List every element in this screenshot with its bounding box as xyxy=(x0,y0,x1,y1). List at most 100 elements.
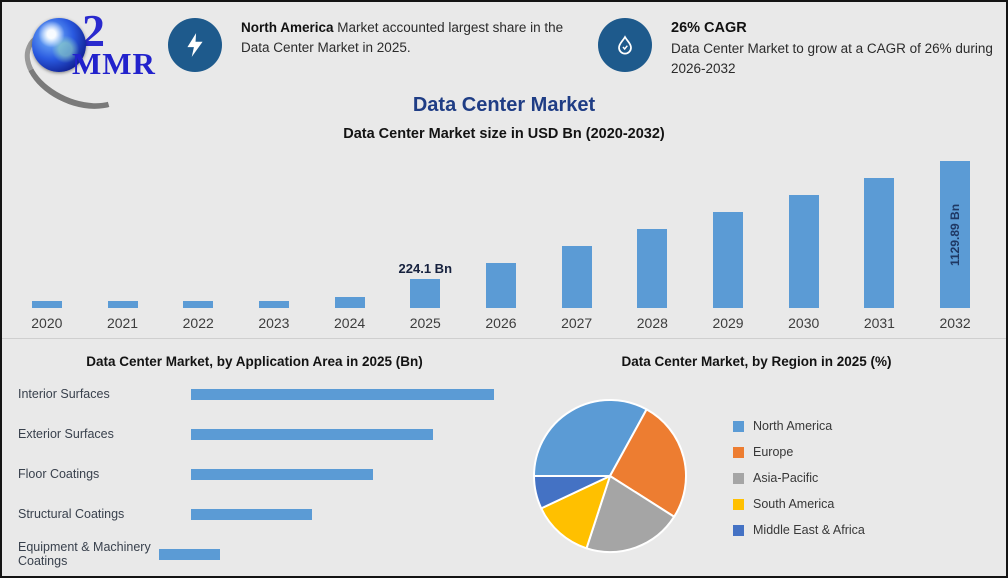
application-bar xyxy=(191,428,433,440)
bar-2021 xyxy=(107,301,138,308)
pie-slice-middle-east-africa xyxy=(533,475,611,510)
legend-swatch xyxy=(733,524,744,536)
year-label-2030: 2030 xyxy=(788,315,820,331)
bar-2029 xyxy=(713,212,744,308)
bar-2031 xyxy=(864,178,895,308)
bar-column-2022: 2022 xyxy=(160,152,236,332)
application-row: Interior Surfaces xyxy=(18,374,510,414)
legend-item-europe: Europe xyxy=(733,439,865,465)
cagr-body: Data Center Market to grow at a CAGR of … xyxy=(671,41,993,76)
year-label-2027: 2027 xyxy=(561,315,593,331)
bar-2023 xyxy=(258,301,289,308)
chart-subtitle: Data Center Market size in USD Bn (2020-… xyxy=(343,126,665,142)
bar-2025 xyxy=(410,279,441,308)
legend-swatch xyxy=(733,498,744,510)
application-label: Floor Coatings xyxy=(18,467,100,481)
bar-column-2021: 2021 xyxy=(85,152,161,332)
application-bar xyxy=(191,508,312,520)
application-bar xyxy=(191,388,494,400)
bar-2032: 1129.89 Bn xyxy=(940,161,971,308)
bar-column-2030: 2030 xyxy=(766,152,842,332)
application-label: Interior Surfaces xyxy=(18,387,110,401)
application-row: Equipment & Machinery Coatings xyxy=(18,534,510,574)
legend-item-north-america: North America xyxy=(733,413,865,439)
bar-column-2023: 2023 xyxy=(236,152,312,332)
bar-2020 xyxy=(31,301,62,308)
highlight-cagr-text: 26% CAGR Data Center Market to grow at a… xyxy=(671,14,998,79)
year-label-2032: 2032 xyxy=(939,315,971,331)
bar-column-2024: 2024 xyxy=(312,152,388,332)
flame-growth-icon xyxy=(598,18,652,72)
application-label: Equipment & Machinery Coatings xyxy=(18,540,151,568)
legend-swatch xyxy=(733,420,744,432)
highlight-rest: Market accounted largest share in the Da… xyxy=(241,20,564,55)
legend-swatch xyxy=(733,446,744,458)
highlight-north-america-text: North America Market accounted largest s… xyxy=(241,14,568,58)
region-pie-chart xyxy=(528,394,692,558)
legend-label: North America xyxy=(753,419,833,433)
pie-slice-north-america xyxy=(533,399,648,477)
highlight-cagr: 26% CAGR Data Center Market to grow at a… xyxy=(598,14,998,79)
annual-bar-chart: 2020 2021 2022 2023 2024 224.1 Bn 2025 2026 2027… xyxy=(9,152,993,332)
pie-slice-south-america xyxy=(540,475,611,550)
legend-item-asia-pacific: Asia-Pacific xyxy=(733,465,865,491)
year-label-2025: 2025 xyxy=(409,315,441,331)
application-bar xyxy=(159,548,220,560)
pie-slice-asia-pacific xyxy=(585,475,676,553)
year-label-2026: 2026 xyxy=(485,315,517,331)
bar-column-2025: 224.1 Bn 2025 xyxy=(387,152,463,332)
section-divider xyxy=(2,338,1006,339)
highlight-north-america: North America Market accounted largest s… xyxy=(168,14,568,72)
bar-column-2032: 1129.89 Bn 2032 xyxy=(917,152,993,332)
legend-swatch xyxy=(733,472,744,484)
year-label-2023: 2023 xyxy=(258,315,290,331)
lightning-bolt-icon xyxy=(168,18,222,72)
highlight-bold: North America xyxy=(241,20,334,35)
application-bar xyxy=(191,468,373,480)
data-label-2025: 224.1 Bn xyxy=(398,261,453,276)
pie-slice-europe xyxy=(609,408,687,518)
region-chart-title: Data Center Market, by Region in 2025 (%… xyxy=(621,354,892,369)
logo-text: MMR xyxy=(72,46,156,81)
application-row: Floor Coatings xyxy=(18,454,510,494)
mmr-logo: 2 MMR xyxy=(11,5,176,125)
bar-column-2027: 2027 xyxy=(539,152,615,332)
data-label-2032: 1129.89 Bn xyxy=(948,203,963,266)
year-label-2031: 2031 xyxy=(863,315,895,331)
bar-column-2028: 2028 xyxy=(615,152,691,332)
globe-icon xyxy=(32,18,86,72)
legend-label: Middle East & Africa xyxy=(753,523,865,537)
application-label: Exterior Surfaces xyxy=(18,427,114,441)
page-title: Data Center Market xyxy=(412,94,596,116)
bar-2024 xyxy=(334,297,365,308)
legend-label: Europe xyxy=(753,445,794,459)
bar-2028 xyxy=(637,229,668,308)
bar-column-2026: 2026 xyxy=(463,152,539,332)
bar-column-2020: 2020 xyxy=(9,152,85,332)
application-row: Structural Coatings xyxy=(18,494,510,534)
year-label-2024: 2024 xyxy=(334,315,366,331)
bar-column-2031: 2031 xyxy=(842,152,918,332)
legend-item-middle-east-africa: Middle East & Africa xyxy=(733,517,865,543)
year-label-2020: 2020 xyxy=(31,315,63,331)
bar-2026 xyxy=(485,263,516,308)
logo-swoosh-2: 2 xyxy=(82,5,105,56)
application-label: Structural Coatings xyxy=(18,507,125,521)
application-bar-chart: Interior Surfaces Exterior Surfaces Floor … xyxy=(18,374,510,574)
bar-column-2029: 2029 xyxy=(690,152,766,332)
bar-2022 xyxy=(183,301,214,308)
legend-label: Asia-Pacific xyxy=(753,471,819,485)
application-chart-title: Data Center Market, by Application Area … xyxy=(86,354,423,369)
year-label-2028: 2028 xyxy=(636,315,668,331)
legend-label: South America xyxy=(753,497,835,511)
year-label-2021: 2021 xyxy=(106,315,139,331)
year-label-2029: 2029 xyxy=(712,315,744,331)
bar-2027 xyxy=(561,246,592,308)
legend-item-south-america: South America xyxy=(733,491,865,517)
year-label-2022: 2022 xyxy=(182,315,214,331)
bar-2030 xyxy=(788,195,819,308)
application-row: Exterior Surfaces xyxy=(18,414,510,454)
cagr-title: 26% CAGR xyxy=(671,20,747,36)
region-legend: North America Europe Asia-Pacific South Ame… xyxy=(733,413,865,543)
